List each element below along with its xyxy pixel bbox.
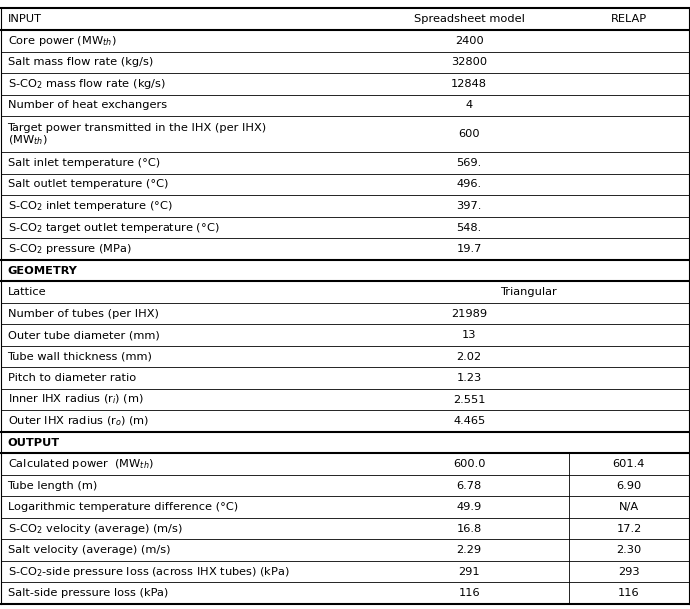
Text: OUTPUT: OUTPUT [8, 438, 59, 448]
Text: N/A: N/A [619, 502, 639, 512]
Text: 2.29: 2.29 [457, 545, 482, 555]
Text: 32800: 32800 [451, 57, 487, 68]
Text: Salt velocity (average) (m/s): Salt velocity (average) (m/s) [8, 545, 170, 555]
Text: 6.78: 6.78 [457, 481, 482, 491]
Text: Salt-side pressure loss (kPa): Salt-side pressure loss (kPa) [8, 588, 168, 598]
Text: RELAP: RELAP [611, 14, 647, 24]
Text: Outer IHX radius (r$_o$) (m): Outer IHX radius (r$_o$) (m) [8, 414, 149, 428]
Text: Logarithmic temperature difference (°C): Logarithmic temperature difference (°C) [8, 502, 237, 512]
Text: Tube length (m): Tube length (m) [8, 481, 98, 491]
Text: 21989: 21989 [451, 309, 487, 319]
Text: 4.465: 4.465 [453, 416, 485, 426]
Text: Core power (MW$_{th}$): Core power (MW$_{th}$) [8, 34, 116, 48]
Text: S-CO$_2$ velocity (average) (m/s): S-CO$_2$ velocity (average) (m/s) [8, 522, 183, 536]
Text: Tube wall thickness (mm): Tube wall thickness (mm) [8, 351, 152, 362]
Text: 1.23: 1.23 [457, 373, 482, 383]
Text: Outer tube diameter (mm): Outer tube diameter (mm) [8, 330, 159, 340]
Text: Salt mass flow rate (kg/s): Salt mass flow rate (kg/s) [8, 57, 152, 68]
Text: Lattice: Lattice [8, 287, 46, 297]
Text: 600: 600 [458, 129, 480, 139]
Text: Target power transmitted in the IHX (per IHX): Target power transmitted in the IHX (per… [8, 122, 266, 133]
Text: 13: 13 [462, 330, 477, 340]
Text: 496.: 496. [457, 180, 482, 189]
Text: S-CO$_2$ mass flow rate (kg/s): S-CO$_2$ mass flow rate (kg/s) [8, 77, 166, 91]
Text: Spreadsheet model: Spreadsheet model [414, 14, 524, 24]
Text: 2.02: 2.02 [457, 351, 482, 362]
Text: Salt inlet temperature (°C): Salt inlet temperature (°C) [8, 158, 159, 168]
Text: 19.7: 19.7 [457, 244, 482, 254]
Text: Triangular: Triangular [500, 287, 558, 297]
Text: 569.: 569. [457, 158, 482, 168]
Text: Salt outlet temperature (°C): Salt outlet temperature (°C) [8, 180, 168, 189]
Text: Pitch to diameter ratio: Pitch to diameter ratio [8, 373, 136, 383]
Text: 293: 293 [618, 567, 640, 577]
Text: Number of heat exchangers: Number of heat exchangers [8, 100, 167, 110]
Text: 17.2: 17.2 [616, 524, 642, 533]
Text: 291: 291 [458, 567, 480, 577]
Text: 116: 116 [458, 588, 480, 598]
Text: 4: 4 [466, 100, 473, 110]
Text: INPUT: INPUT [8, 14, 41, 24]
Text: GEOMETRY: GEOMETRY [8, 266, 77, 275]
Text: Number of tubes (per IHX): Number of tubes (per IHX) [8, 309, 159, 319]
Text: 49.9: 49.9 [457, 502, 482, 512]
Text: S-CO$_2$ pressure (MPa): S-CO$_2$ pressure (MPa) [8, 242, 132, 256]
Text: 600.0: 600.0 [453, 459, 486, 469]
Text: 548.: 548. [457, 222, 482, 233]
Text: 2.30: 2.30 [616, 545, 642, 555]
Text: (MW$_{th}$): (MW$_{th}$) [8, 134, 47, 147]
Text: S-CO$_2$-side pressure loss (across IHX tubes) (kPa): S-CO$_2$-side pressure loss (across IHX … [8, 565, 289, 579]
Text: 12848: 12848 [451, 79, 487, 89]
Text: 397.: 397. [457, 201, 482, 211]
Text: 116: 116 [618, 588, 640, 598]
Text: 16.8: 16.8 [457, 524, 482, 533]
Text: 601.4: 601.4 [613, 459, 645, 469]
Text: S-CO$_2$ target outlet temperature (°C): S-CO$_2$ target outlet temperature (°C) [8, 220, 219, 234]
Text: Inner IHX radius (r$_i$) (m): Inner IHX radius (r$_i$) (m) [8, 393, 144, 406]
Text: Calculated power  (MW$_{th}$): Calculated power (MW$_{th}$) [8, 457, 153, 471]
Text: 6.90: 6.90 [616, 481, 642, 491]
Text: S-CO$_2$ inlet temperature (°C): S-CO$_2$ inlet temperature (°C) [8, 199, 172, 213]
Text: 2.551: 2.551 [453, 395, 486, 404]
Text: 2400: 2400 [455, 36, 484, 46]
